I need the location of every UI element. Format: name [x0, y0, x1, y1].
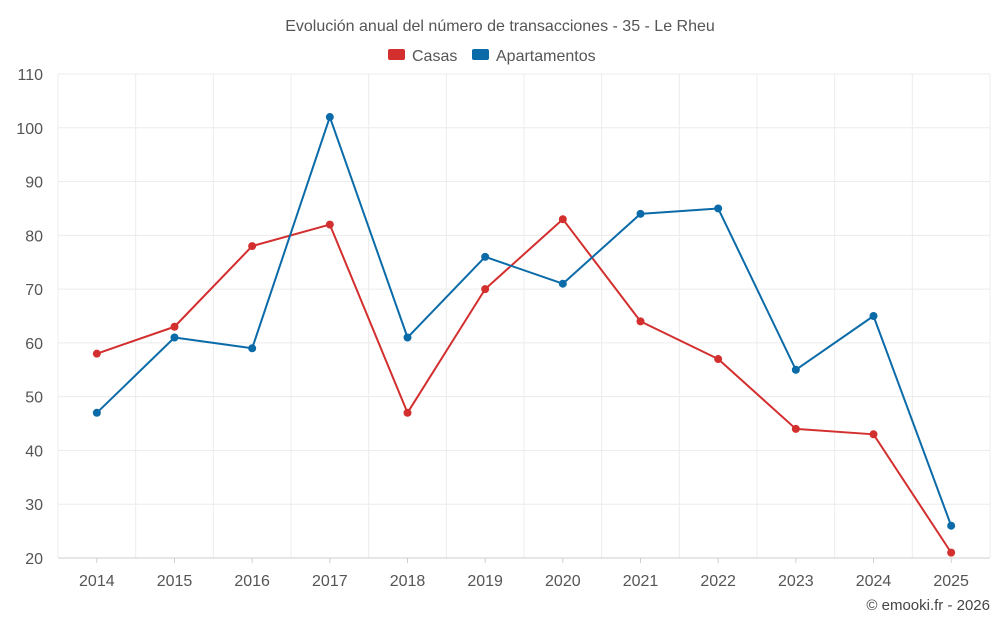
series: Casas 2014: 58 Casas 2015: 63 Casas 2016: … — [92, 113, 956, 557]
data-point-apartamentos-2025: Apartamentos 2025: 26 — [947, 521, 956, 530]
x-tick-label: 2015 — [157, 573, 193, 590]
data-point-apartamentos-2019: Apartamentos 2019: 76 — [481, 252, 490, 261]
data-point-casas-2022: Casas 2022: 57 — [714, 355, 723, 364]
x-tick-label: 2021 — [623, 573, 659, 590]
x-tick-label: 2025 — [933, 573, 969, 590]
x-tick-label: 2024 — [856, 573, 892, 590]
data-point-casas-2023: Casas 2023: 44 — [791, 424, 800, 433]
data-point-casas-2019: Casas 2019: 70 — [481, 285, 490, 294]
data-point-apartamentos-2014: Apartamentos 2014: 47 — [92, 408, 101, 417]
data-point-casas-2017: Casas 2017: 82 — [325, 220, 334, 229]
data-point-casas-2016: Casas 2016: 78 — [248, 242, 257, 251]
legend-label-apartamentos: Apartamentos — [496, 48, 596, 65]
data-point-casas-2021: Casas 2021: 64 — [636, 317, 645, 326]
data-point-casas-2015: Casas 2015: 63 — [170, 322, 179, 331]
data-point-apartamentos-2020: Apartamentos 2020: 71 — [558, 279, 567, 288]
y-tick-label: 80 — [25, 228, 43, 245]
data-point-apartamentos-2021: Apartamentos 2021: 84 — [636, 209, 645, 218]
x-tick-label: 2016 — [234, 573, 270, 590]
x-tick-label: 2022 — [700, 573, 736, 590]
data-point-apartamentos-2018: Apartamentos 2018: 61 — [403, 333, 412, 342]
legend-swatch-apartamentos — [472, 49, 489, 60]
legend-swatch-casas — [388, 49, 405, 60]
data-point-apartamentos-2023: Apartamentos 2023: 55 — [791, 365, 800, 374]
data-point-apartamentos-2024: Apartamentos 2024: 65 — [869, 312, 878, 320]
series-line-apartamentos — [96, 116, 953, 527]
data-point-apartamentos-2016: Apartamentos 2016: 59 — [248, 344, 257, 353]
y-tick-label: 40 — [25, 443, 43, 460]
y-tick-label: 20 — [25, 551, 43, 568]
x-tick-label: 2023 — [778, 573, 814, 590]
data-point-casas-2018: Casas 2018: 47 — [403, 408, 412, 417]
data-point-casas-2024: Casas 2024: 43 — [869, 430, 878, 439]
data-point-apartamentos-2022: Apartamentos 2022: 85 — [714, 204, 723, 213]
x-tick-label: 2018 — [390, 573, 426, 590]
x-tick-label: 2014 — [79, 573, 115, 590]
y-tick-label: 50 — [25, 390, 43, 407]
y-tick-label: 30 — [25, 497, 43, 514]
y-tick-label: 60 — [25, 336, 43, 353]
data-point-casas-2020: Casas 2020: 83 — [558, 215, 567, 224]
data-point-apartamentos-2015: Apartamentos 2015: 61 — [170, 333, 179, 342]
data-point-apartamentos-2017: Apartamentos 2017: 102 — [325, 113, 334, 122]
y-tick-label: 70 — [25, 282, 43, 299]
legend-label-casas: Casas — [412, 48, 457, 65]
y-tick-label: 90 — [25, 175, 43, 192]
axes: 20 30 40 50 60 70 80 90 100 110 2014 2015 2016 2017 20… — [16, 67, 990, 590]
series-line-casas — [96, 218, 953, 554]
data-point-casas-2025: Casas 2025: 21 — [947, 548, 956, 557]
x-tick-label: 2019 — [467, 573, 503, 590]
legend: Casas Apartamentos — [388, 48, 596, 65]
chart-title: Evolución anual del número de transaccio… — [285, 18, 715, 35]
y-tick-label: 100 — [16, 121, 43, 138]
x-tick-label: 2017 — [312, 573, 348, 590]
credit-text: © emooki.fr - 2026 — [866, 597, 990, 614]
data-point-casas-2014: Casas 2014: 58 — [92, 349, 101, 358]
grid — [57, 73, 991, 558]
y-tick-label: 110 — [17, 67, 43, 84]
x-tick-label: 2020 — [545, 573, 581, 590]
